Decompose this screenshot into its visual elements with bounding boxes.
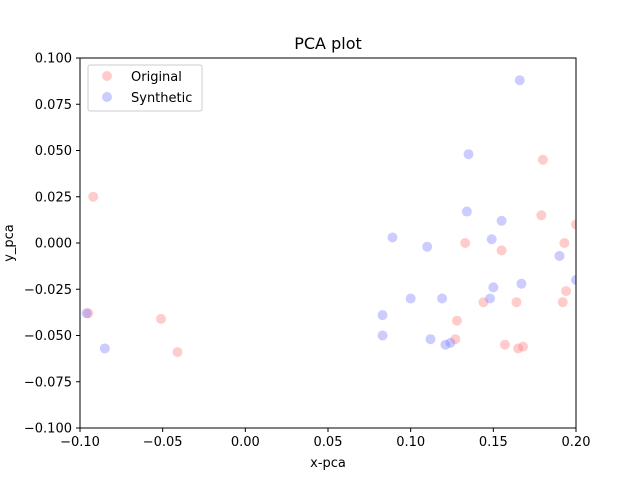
data-point-original — [451, 315, 462, 326]
data-point-original — [561, 286, 572, 297]
y-tick-label: 0.000 — [35, 237, 72, 252]
data-point-synthetic — [554, 250, 565, 261]
data-point-synthetic — [437, 293, 448, 304]
y-tick-label: 0.025 — [35, 190, 72, 205]
y-axis-label: y_pca — [2, 224, 17, 262]
data-point-synthetic — [377, 310, 388, 321]
data-point-synthetic — [422, 241, 433, 252]
data-point-original — [450, 334, 461, 345]
x-axis-ticks: −0.10 −0.05 0.00 0.05 0.10 0.15 0.20 — [60, 428, 590, 450]
chart-title: PCA plot — [294, 34, 362, 53]
data-point-original — [513, 343, 524, 354]
data-point-original — [478, 297, 489, 308]
data-point-synthetic — [387, 232, 398, 243]
data-point-synthetic — [81, 308, 92, 319]
x-tick-label: 0.05 — [314, 435, 343, 450]
data-point-synthetic — [377, 330, 388, 341]
y-tick-label: 0.100 — [35, 52, 72, 67]
data-point-original — [460, 238, 471, 248]
x-axis-label: x-pca — [310, 456, 346, 471]
x-tick-label: −0.10 — [60, 435, 100, 450]
data-point-synthetic — [571, 275, 576, 285]
data-point-original — [83, 308, 94, 319]
x-tick-label: 0.20 — [562, 435, 591, 450]
legend-box — [87, 64, 203, 112]
legend-label-synthetic: Synthetic — [131, 91, 192, 106]
data-point-original — [496, 245, 507, 256]
data-point-original — [172, 347, 183, 358]
y-tick-label: −0.050 — [24, 329, 72, 344]
legend-marker-synthetic — [102, 92, 112, 102]
x-tick-label: 0.10 — [396, 435, 425, 450]
data-point-synthetic — [405, 293, 416, 304]
points-layer — [81, 75, 576, 358]
data-point-original — [559, 238, 570, 248]
data-point-original — [518, 341, 529, 352]
data-point-original — [511, 297, 522, 308]
x-tick-label: −0.05 — [143, 435, 183, 450]
data-point-synthetic — [463, 149, 474, 160]
y-tick-label: 0.075 — [35, 98, 72, 113]
legend-label-original: Original — [131, 70, 182, 85]
data-point-synthetic — [488, 282, 499, 293]
y-tick-label: −0.025 — [24, 283, 72, 298]
data-point-original — [499, 339, 510, 350]
x-tick-label: 0.00 — [231, 435, 260, 450]
data-point-original — [88, 191, 99, 202]
data-point-original — [571, 219, 576, 230]
data-point-synthetic — [461, 206, 472, 217]
data-point-synthetic — [425, 334, 436, 345]
y-tick-label: 0.050 — [35, 144, 72, 159]
x-tick-label: 0.15 — [479, 435, 508, 450]
data-point-synthetic — [516, 278, 527, 289]
data-point-original — [537, 154, 548, 165]
data-point-synthetic — [514, 75, 525, 86]
data-point-original — [536, 210, 547, 221]
legend-marker-original — [102, 71, 112, 81]
data-point-synthetic — [445, 337, 456, 348]
y-tick-label: −0.100 — [24, 422, 72, 437]
legend: Original Synthetic — [87, 64, 203, 112]
data-point-synthetic — [99, 343, 110, 354]
data-point-synthetic — [485, 293, 496, 304]
data-point-synthetic — [486, 234, 497, 245]
data-point-original — [156, 313, 167, 324]
data-point-synthetic — [496, 215, 507, 226]
data-point-original — [557, 297, 568, 308]
y-axis-ticks: −0.100 −0.075 −0.050 −0.025 0.000 0.025 0.050 0… — [24, 52, 80, 437]
data-point-synthetic — [440, 339, 451, 350]
y-tick-label: −0.075 — [24, 375, 72, 390]
